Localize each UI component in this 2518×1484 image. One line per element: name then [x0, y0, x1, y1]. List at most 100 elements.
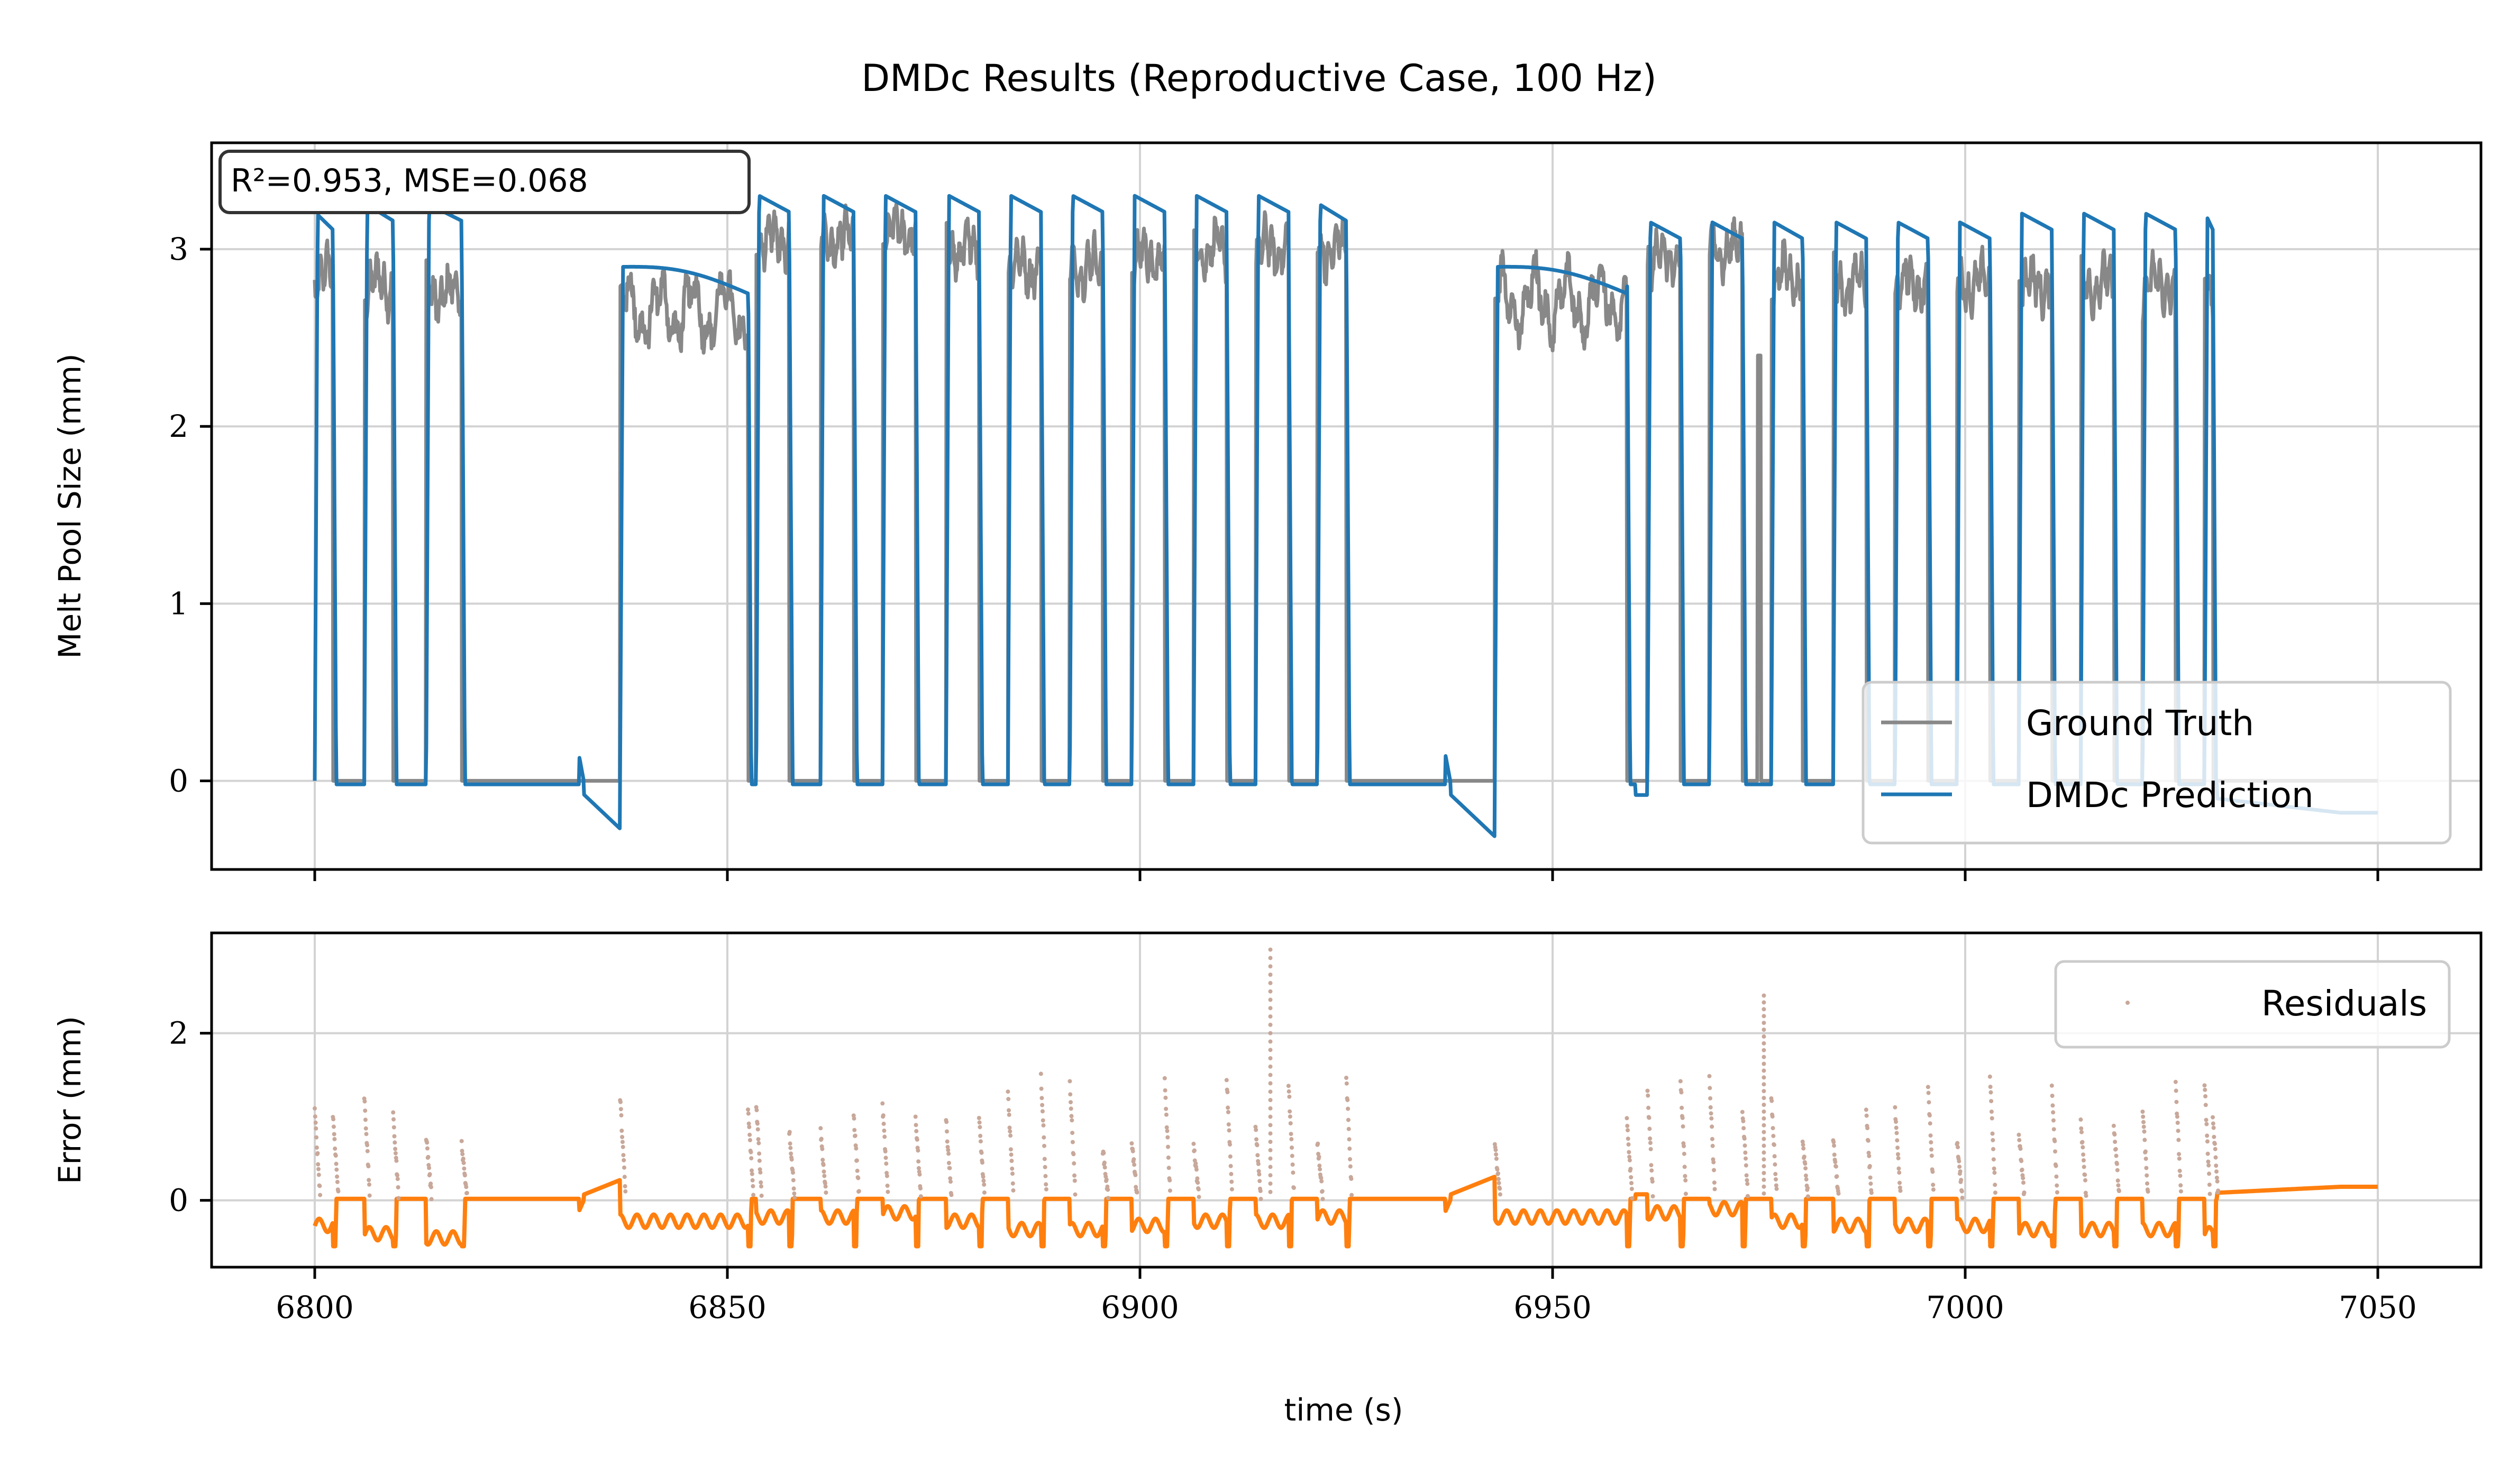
residual-point	[1625, 1116, 1629, 1121]
residual-point	[2017, 1138, 2022, 1142]
residual-point	[427, 1172, 432, 1177]
residual-point	[981, 1175, 986, 1179]
residual-point	[855, 1168, 860, 1173]
bottom-axes-frame	[210, 931, 2483, 1269]
residual-point	[1708, 1086, 1712, 1091]
residual-point	[918, 1194, 923, 1199]
residual-point	[756, 1137, 761, 1142]
residual-point	[823, 1184, 828, 1189]
residual-point	[1629, 1187, 1634, 1191]
residual-point	[978, 1125, 982, 1130]
residual-point	[1648, 1147, 1653, 1151]
residual-point	[316, 1162, 321, 1167]
residual-point	[393, 1147, 398, 1151]
residual-point	[1709, 1111, 1713, 1116]
residual-point	[2143, 1149, 2148, 1154]
residual-point	[1224, 1078, 1229, 1083]
residual-point	[1646, 1105, 1650, 1110]
residual-point	[1290, 1146, 1294, 1150]
residual-point	[1956, 1145, 1960, 1150]
residual-point	[1132, 1157, 1136, 1162]
residual-point	[822, 1169, 826, 1174]
residual-point	[1864, 1107, 1868, 1112]
residual-spike-point	[1762, 1150, 1766, 1155]
residual-point	[2081, 1145, 2085, 1150]
top-ytick-label-2: 2	[169, 408, 188, 444]
top-ytick-label-1: 1	[169, 585, 188, 621]
residual-point	[2051, 1110, 2056, 1115]
residual-point	[1991, 1157, 1996, 1162]
residual-point	[1929, 1153, 1934, 1158]
residual-spike-point	[1268, 1014, 1273, 1019]
residual-spike-point	[1268, 1140, 1273, 1144]
residual-point	[1041, 1118, 1045, 1123]
residual-point	[363, 1126, 368, 1131]
residual-point	[1166, 1144, 1170, 1149]
residual-point	[1771, 1133, 1776, 1138]
residual-point	[2053, 1149, 2057, 1154]
residual-point	[1866, 1150, 1871, 1155]
residual-point	[2207, 1183, 2212, 1187]
residual-point	[2082, 1165, 2086, 1169]
residual-point	[313, 1106, 317, 1111]
residual-point	[391, 1110, 396, 1115]
residual-point	[1960, 1195, 1965, 1200]
residual-point	[1929, 1147, 1933, 1152]
residual-point	[916, 1166, 921, 1170]
residual-point	[1773, 1162, 1777, 1167]
residual-point	[1320, 1189, 1325, 1194]
residual-point	[1626, 1142, 1631, 1147]
residual-point	[1894, 1131, 1899, 1135]
residual-point	[1229, 1171, 1234, 1176]
residual-point	[977, 1120, 982, 1125]
residual-point	[2214, 1164, 2219, 1168]
residual-point	[1630, 1196, 1635, 1201]
residual-point	[788, 1146, 793, 1150]
residual-spike-point	[1268, 1173, 1273, 1178]
residual-point	[1832, 1152, 1837, 1157]
residual-point	[2146, 1189, 2150, 1194]
residual-point	[885, 1184, 890, 1188]
residual-point	[1167, 1188, 1172, 1193]
residual-point	[1068, 1092, 1073, 1097]
residual-point	[2206, 1159, 2211, 1164]
residual-point	[948, 1176, 953, 1181]
legend-label-dmdc-prediction: DMDc Prediction	[2026, 775, 2314, 816]
residual-point	[621, 1153, 626, 1158]
residual-point	[395, 1177, 400, 1181]
residual-point	[429, 1185, 433, 1189]
residual-point	[2112, 1132, 2117, 1137]
residual-point	[884, 1161, 889, 1166]
residual-point	[332, 1132, 336, 1137]
legend-swatch-residuals	[2125, 1001, 2130, 1005]
residual-point	[759, 1184, 763, 1189]
residual-point	[1772, 1142, 1776, 1147]
residual-point	[1070, 1140, 1075, 1144]
residual-point	[462, 1166, 467, 1171]
residual-point	[1803, 1173, 1808, 1178]
residual-point	[2216, 1188, 2221, 1193]
residual-point	[1162, 1076, 1167, 1080]
residual-point	[1959, 1189, 1964, 1194]
residual-point	[1071, 1152, 1076, 1157]
residual-spike-point	[1268, 1089, 1273, 1094]
residual-point	[1072, 1161, 1076, 1166]
residual-point	[1006, 1089, 1010, 1094]
residual-point	[1712, 1168, 1716, 1172]
residual-point	[1682, 1144, 1686, 1148]
residual-point	[1991, 1138, 1995, 1142]
residual-point	[1774, 1186, 1779, 1191]
residual-spike-point	[1762, 1082, 1766, 1087]
residual-spike-point	[1268, 1039, 1273, 1044]
residual-point	[1104, 1177, 1109, 1182]
residual-point	[980, 1160, 984, 1165]
residual-point	[2212, 1134, 2216, 1139]
residual-point	[460, 1152, 465, 1157]
residual-point	[1990, 1131, 1995, 1136]
residual-point	[1708, 1096, 1712, 1101]
residual-point	[318, 1193, 323, 1197]
residual-point	[1346, 1106, 1351, 1111]
residual-point	[1893, 1105, 1897, 1110]
residual-point	[747, 1125, 752, 1129]
residual-point	[1288, 1114, 1292, 1119]
